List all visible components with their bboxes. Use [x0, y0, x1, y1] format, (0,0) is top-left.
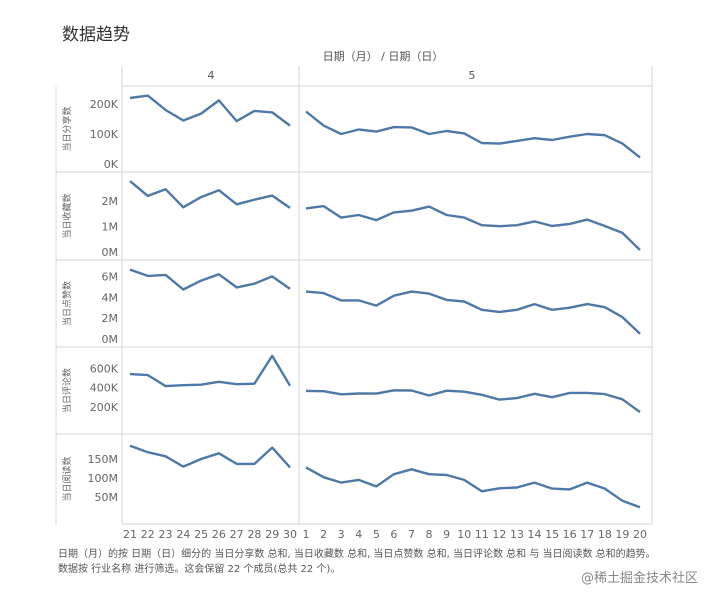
x-tick-label: 2 [320, 528, 327, 541]
x-tick-label: 7 [408, 528, 415, 541]
y-tick-label: 0M [102, 246, 119, 259]
y-tick-label: 200K [90, 98, 119, 111]
x-tick-label: 16 [563, 528, 577, 541]
page-title: 数据趋势 [62, 25, 130, 45]
row-label: 当日收藏数 [61, 193, 73, 238]
x-tick-label: 14 [528, 528, 542, 541]
row-label: 当日分享数 [61, 106, 73, 151]
x-tick-label: 22 [141, 528, 155, 541]
series-line-1-5 [305, 110, 641, 159]
y-tick-label: 0M [102, 333, 119, 346]
x-tick-label: 9 [443, 528, 450, 541]
x-tick-label: 11 [475, 528, 489, 541]
x-tick-label: 13 [510, 528, 524, 541]
x-tick-label: 19 [615, 528, 629, 541]
y-tick-label: 600K [90, 362, 119, 375]
x-tick-label: 21 [123, 528, 137, 541]
y-tick-label: 4M [102, 291, 119, 304]
y-tick-label: 200K [90, 401, 119, 414]
watermark: @稀土掘金技术社区 [580, 571, 698, 586]
column-header-title: 日期（月） / 日期（日） [323, 50, 444, 63]
y-tick-label: 150M [88, 453, 119, 466]
row-label: 当日阅读数 [61, 456, 73, 501]
series-line-5-5 [305, 466, 641, 509]
y-tick-label: 2M [102, 312, 119, 325]
x-tick-label: 27 [230, 528, 244, 541]
x-tick-label: 5 [373, 528, 380, 541]
series-line-5-4 [129, 444, 291, 469]
chart-caption: 日期（月）的按 日期（日）细分的 当日分享数 总和, 当日收藏数 总和, 当日点… [58, 549, 656, 575]
y-tick-label: 50M [95, 491, 119, 504]
x-tick-label: 4 [355, 528, 362, 541]
x-tick-label: 8 [426, 528, 433, 541]
series-line-3-4 [129, 268, 291, 291]
y-tick-label: 400K [90, 382, 119, 395]
column-header-month-5: 5 [469, 69, 476, 82]
x-tick-label: 20 [633, 528, 647, 541]
chart-body: 当日分享数 0K 100K 200K 当日收藏数 0M 1M 2M 当日点赞数 0M 2M 4M 6M 当… [55, 66, 653, 541]
x-tick-label: 17 [580, 528, 594, 541]
y-tick-label: 6M [102, 270, 119, 283]
x-tick-label: 30 [283, 528, 297, 541]
y-tick-label: 0K [104, 158, 119, 171]
row-label: 当日点赞数 [61, 281, 73, 326]
x-tick-label: 10 [457, 528, 471, 541]
trend-chart: 日期（月） / 日期（日） 4 5 当日分享数 0K 100K 200K 当日收藏数 0M… [55, 50, 653, 541]
y-tick-label: 2M [102, 195, 119, 208]
x-tick-label: 28 [247, 528, 261, 541]
series-line-4-4 [129, 354, 292, 388]
x-tick-label: 3 [338, 528, 345, 541]
series-line-1-4 [129, 94, 291, 127]
y-tick-label: 100M [88, 472, 119, 485]
x-tick-label: 6 [390, 528, 397, 541]
x-tick-label: 18 [598, 528, 612, 541]
series-line-2-5 [305, 204, 641, 251]
x-tick-label: 26 [212, 528, 226, 541]
x-tick-label: 25 [194, 528, 208, 541]
x-tick-label: 15 [545, 528, 559, 541]
series-line-2-4 [129, 180, 291, 209]
y-tick-label: 1M [102, 220, 119, 233]
x-tick-label: 12 [492, 528, 506, 541]
series-line-3-5 [305, 290, 641, 335]
x-tick-label: 24 [176, 528, 190, 541]
column-header-month-4: 4 [208, 69, 215, 82]
series-line-4-5 [305, 389, 641, 414]
x-tick-label: 23 [159, 528, 173, 541]
x-tick-label: 29 [265, 528, 279, 541]
row-label: 当日评论数 [61, 368, 73, 413]
y-tick-label: 100K [90, 128, 119, 141]
x-tick-label: 1 [303, 528, 310, 541]
